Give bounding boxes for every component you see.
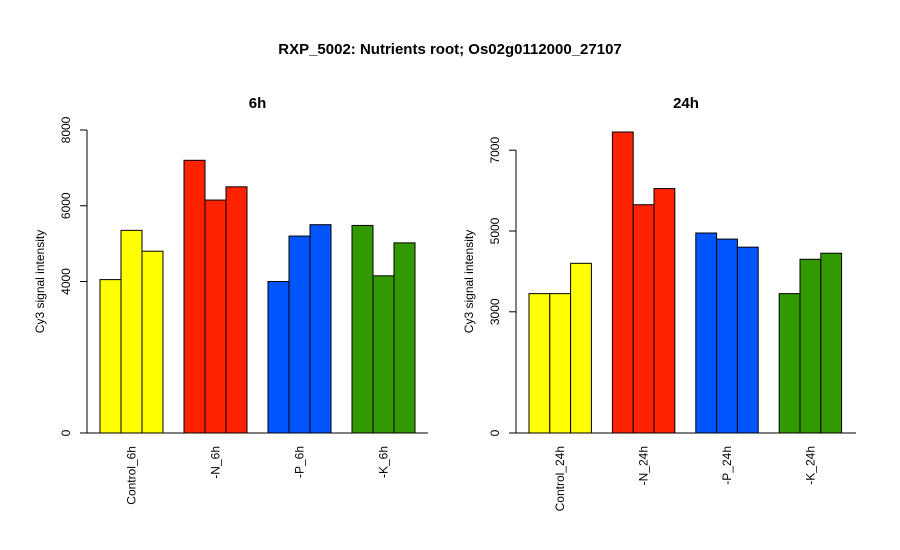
panel-24h: 24h Cy3 signal intensity 0 3000 5000 7000 Cont…: [462, 95, 856, 511]
x-category-label: -P_6h: [293, 446, 307, 478]
bar--K_24h-3: [820, 252, 843, 434]
panel-6h: 6h Cy3 signal intensity 0 4000 6000 8000 Contr…: [33, 95, 428, 505]
bar--N_6h-1: [183, 159, 206, 434]
y-tick-label: 4000: [59, 268, 73, 295]
bar--P_24h-3: [736, 246, 759, 434]
bar-Control_24h-3: [570, 262, 592, 434]
y-tick-label: 5000: [488, 217, 502, 244]
bar--P_6h-2: [288, 235, 311, 434]
y-tick-label: 6000: [59, 192, 73, 219]
bar--K_6h-2: [372, 275, 395, 434]
x-category-label: -N_24h: [637, 446, 651, 485]
y-tick-label: 0: [59, 429, 73, 436]
bar-Control_6h-2: [120, 229, 143, 434]
x-category-label: -P_24h: [720, 446, 734, 485]
bar--K_24h-1: [778, 293, 801, 434]
bar--P_6h-1: [267, 281, 290, 434]
bar--N_6h-3: [225, 186, 248, 434]
x-category-label: -K_6h: [377, 446, 391, 478]
bar--N_24h-2: [632, 204, 655, 434]
bar--P_6h-3: [309, 224, 332, 434]
y-axis-label: Cy3 signal intensity: [33, 230, 47, 333]
y-axis-label: Cy3 signal intensity: [462, 230, 476, 333]
bar-Control_24h-2: [549, 293, 572, 434]
bar-Control_24h-1: [528, 293, 551, 434]
bar--K_6h-3: [393, 242, 416, 434]
x-category-label: -N_6h: [209, 446, 223, 479]
x-category-label: Control_24h: [553, 446, 567, 511]
y-tick-label: 0: [488, 429, 502, 436]
bar--K_6h-1: [351, 224, 374, 434]
x-category-label: Control_6h: [125, 446, 139, 505]
bar--N_24h-3: [653, 188, 676, 434]
bar-Control_6h-1: [99, 279, 122, 434]
panel-title: 24h: [673, 95, 699, 112]
y-tick-label: 7000: [488, 137, 502, 164]
bar-Control_6h-3: [141, 250, 164, 434]
bar--K_24h-2: [799, 258, 822, 434]
y-tick-label: 8000: [59, 116, 73, 143]
bar--P_24h-1: [695, 232, 718, 434]
bar--N_24h-1: [611, 131, 634, 434]
y-tick-label: 3000: [488, 298, 502, 325]
main-title: RXP_5002: Nutrients root; Os02g0112000_2…: [278, 41, 622, 58]
bar--N_6h-2: [204, 199, 227, 434]
bar--P_24h-2: [716, 238, 738, 434]
x-category-label: -K_24h: [803, 446, 817, 485]
panel-title: 6h: [249, 95, 267, 112]
